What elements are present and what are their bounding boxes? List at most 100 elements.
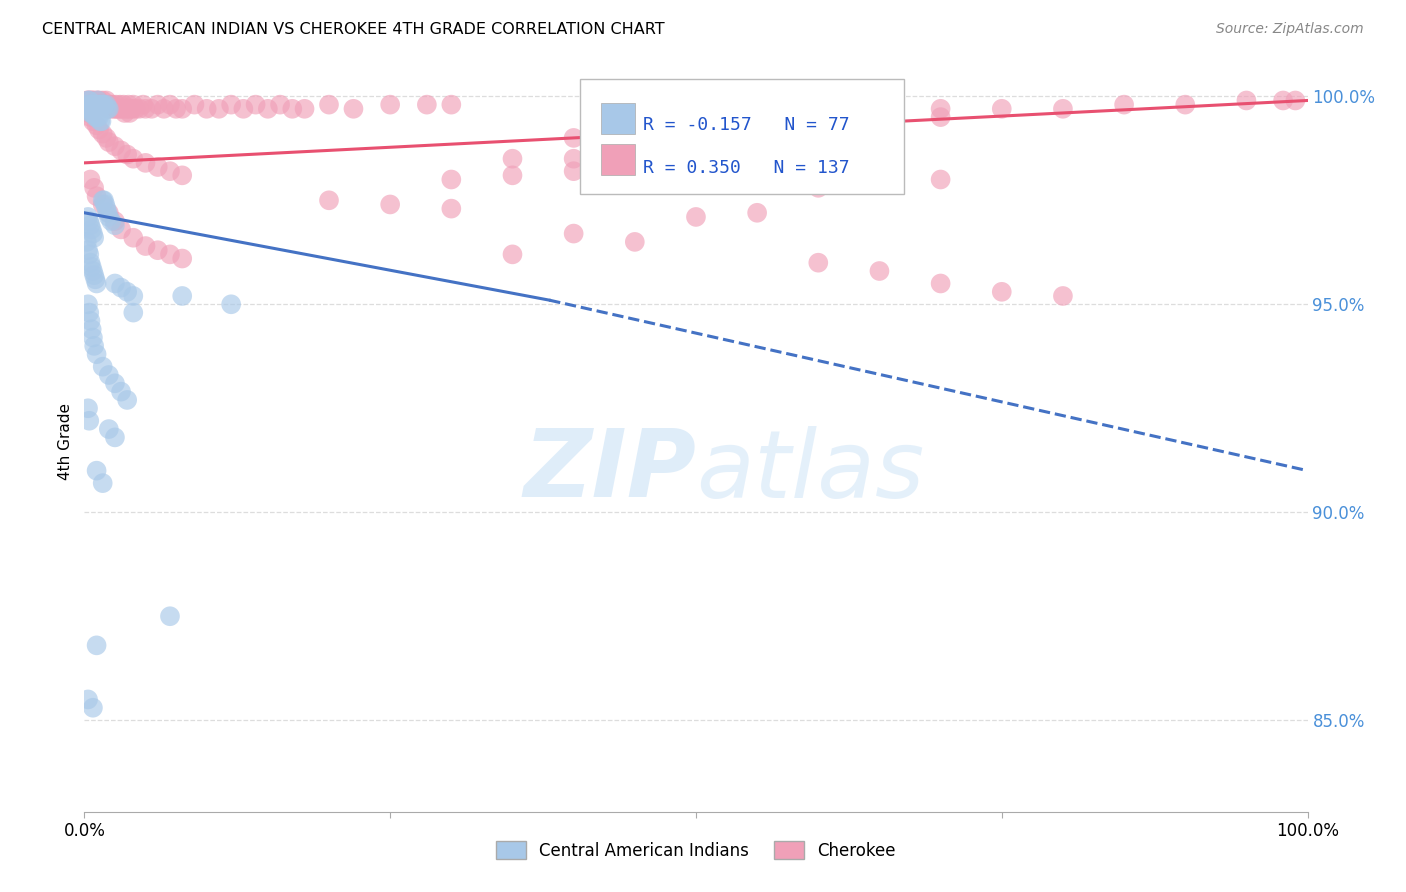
Point — [807, 114, 830, 128]
Point — [80, 322, 103, 336]
Point — [79, 314, 101, 328]
Point — [77, 94, 100, 108]
Point — [94, 97, 117, 112]
Point — [77, 244, 100, 258]
Point — [91, 97, 114, 112]
Point — [79, 106, 101, 120]
Point — [86, 119, 108, 133]
Point — [83, 231, 105, 245]
Point — [257, 102, 280, 116]
Point — [91, 94, 114, 108]
Point — [98, 102, 121, 116]
Point — [86, 94, 108, 108]
Point — [342, 102, 364, 116]
Point — [807, 255, 830, 269]
Point — [79, 94, 101, 108]
Point — [122, 152, 145, 166]
Point — [172, 169, 194, 183]
Point — [807, 106, 830, 120]
Point — [991, 102, 1014, 116]
Text: CENTRAL AMERICAN INDIAN VS CHEROKEE 4TH GRADE CORRELATION CHART: CENTRAL AMERICAN INDIAN VS CHEROKEE 4TH … — [42, 22, 665, 37]
Point — [97, 368, 120, 382]
Point — [87, 110, 110, 124]
Point — [562, 131, 585, 145]
Point — [100, 214, 122, 228]
Point — [96, 131, 118, 145]
Point — [96, 97, 118, 112]
Legend: Central American Indians, Cherokee: Central American Indians, Cherokee — [489, 835, 903, 866]
Point — [84, 110, 107, 124]
Point — [84, 272, 107, 286]
Point — [1174, 97, 1197, 112]
Point — [104, 219, 127, 233]
Point — [141, 102, 163, 116]
Text: Source: ZipAtlas.com: Source: ZipAtlas.com — [1216, 22, 1364, 37]
Point — [87, 110, 110, 124]
Point — [83, 181, 105, 195]
Point — [135, 102, 157, 116]
Point — [93, 97, 115, 112]
Point — [1272, 94, 1295, 108]
Point — [110, 384, 132, 399]
Point — [77, 94, 100, 108]
Point — [159, 97, 181, 112]
Point — [80, 97, 103, 112]
Point — [1052, 289, 1074, 303]
Point — [120, 102, 142, 116]
Point — [90, 97, 112, 112]
Point — [562, 227, 585, 241]
Point — [82, 227, 104, 241]
Text: R = 0.350   N = 137: R = 0.350 N = 137 — [644, 159, 851, 177]
Point — [77, 214, 100, 228]
Point — [318, 194, 340, 208]
Point — [90, 114, 112, 128]
Point — [159, 609, 181, 624]
Point — [115, 392, 138, 407]
Point — [79, 110, 101, 124]
Point — [869, 264, 891, 278]
Point — [135, 156, 157, 170]
Point — [869, 177, 891, 191]
Point — [318, 97, 340, 112]
Point — [104, 376, 127, 391]
Point — [97, 102, 120, 116]
Point — [114, 106, 136, 120]
Point — [107, 102, 129, 116]
Point — [77, 414, 100, 428]
Point — [929, 277, 952, 291]
Text: R = -0.157   N = 77: R = -0.157 N = 77 — [644, 116, 851, 134]
Point — [269, 97, 291, 112]
Point — [83, 339, 105, 353]
Point — [104, 102, 127, 116]
Point — [146, 160, 169, 174]
Point — [76, 94, 98, 108]
Point — [172, 252, 194, 266]
Point — [440, 172, 463, 186]
Point — [76, 97, 98, 112]
Point — [77, 247, 100, 261]
Point — [104, 430, 127, 444]
Point — [77, 401, 100, 416]
Point — [125, 102, 148, 116]
Point — [82, 264, 104, 278]
Text: atlas: atlas — [696, 425, 924, 516]
FancyBboxPatch shape — [600, 144, 636, 175]
Point — [96, 202, 118, 216]
Point — [183, 97, 205, 112]
Point — [103, 102, 125, 116]
Point — [502, 169, 524, 183]
Point — [624, 147, 647, 161]
Point — [165, 102, 187, 116]
Point — [416, 97, 439, 112]
Point — [89, 114, 111, 128]
Point — [135, 239, 157, 253]
Point — [79, 172, 101, 186]
Point — [122, 305, 145, 319]
Point — [380, 197, 402, 211]
Point — [104, 139, 127, 153]
Point — [115, 102, 138, 116]
Point — [1052, 102, 1074, 116]
Point — [80, 260, 103, 274]
Point — [153, 102, 176, 116]
Point — [89, 97, 111, 112]
